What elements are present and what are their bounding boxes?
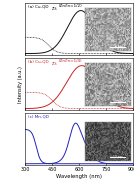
Text: ZIS: ZIS	[52, 62, 57, 66]
Text: (b) Cu-QD: (b) Cu-QD	[28, 60, 48, 64]
Text: (Zn/In=1/4): (Zn/In=1/4)	[59, 60, 82, 64]
Text: (a) Cu-QD: (a) Cu-QD	[28, 4, 48, 8]
Y-axis label: Intensity (a.u.): Intensity (a.u.)	[18, 66, 23, 103]
Text: (c) Mn-QD: (c) Mn-QD	[28, 115, 49, 119]
Text: ZIS: ZIS	[52, 6, 57, 11]
Text: (Zn/In=1/2): (Zn/In=1/2)	[59, 4, 82, 8]
X-axis label: Wavelength (nm): Wavelength (nm)	[56, 174, 102, 179]
